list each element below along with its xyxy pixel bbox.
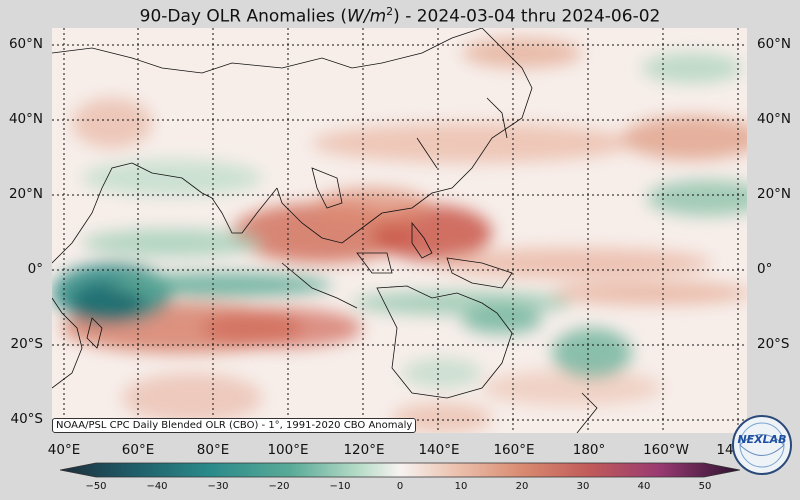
lat-label-right: 0°	[757, 261, 773, 277]
source-note: NOAA/PSL CPC Daily Blended OLR (CBO) - 1…	[52, 418, 417, 433]
anomaly-map	[52, 28, 747, 433]
lat-label-left: 20°S	[10, 336, 44, 352]
lon-label: 40°E	[47, 442, 81, 458]
lon-label: 100°E	[267, 442, 309, 458]
colorbar-tick: 20	[515, 481, 529, 492]
lat-label-left: 0°	[27, 261, 43, 277]
map-title: 90-Day OLR Anomalies (W/m2) - 2024-03-04…	[0, 0, 800, 29]
anomaly-field	[52, 38, 747, 433]
lat-label-right: 20°S	[757, 336, 790, 352]
colorbar-tick: 50	[698, 481, 712, 492]
lat-label-left: 20°N	[8, 186, 43, 202]
nexlab-logo: NEXLAB	[732, 415, 792, 475]
lat-label-left: 40°S	[10, 411, 44, 427]
lat-label-left: 60°N	[8, 36, 43, 52]
lon-label: 80°E	[196, 442, 230, 458]
colorbar-tick: −20	[268, 481, 290, 492]
title-prefix: 90-Day OLR Anomalies (	[139, 6, 348, 27]
colorbar-scale	[60, 462, 740, 478]
title-unit-exponent: 2	[386, 5, 394, 18]
lon-label: 140°E	[418, 442, 460, 458]
lon-label: 14	[716, 442, 734, 458]
colorbar-tick: −50	[85, 481, 107, 492]
colorbar-tick: −40	[146, 481, 168, 492]
lat-label-left: 40°N	[8, 111, 43, 127]
colorbar-tick: 30	[576, 481, 590, 492]
lon-label: 60°E	[121, 442, 155, 458]
lon-label: 120°E	[343, 442, 385, 458]
colorbar-tick: −10	[329, 481, 351, 492]
lon-label: 160°W	[643, 442, 689, 458]
lon-label: 180°	[572, 442, 606, 458]
title-suffix: ) - 2024-03-04 thru 2024-06-02	[393, 6, 661, 27]
colorbar-tick: 10	[454, 481, 468, 492]
colorbar-tick: 40	[637, 481, 651, 492]
colorbar-tick: −30	[207, 481, 229, 492]
lat-label-right: 20°N	[757, 186, 792, 202]
lat-label-right: 40°N	[757, 111, 792, 127]
coastlines	[52, 28, 598, 433]
title-unit: W/m	[347, 6, 387, 27]
svg-text:NEXLAB: NEXLAB	[737, 433, 786, 446]
lon-label: 160°E	[493, 442, 535, 458]
colorbar	[60, 462, 740, 478]
lat-label-right: 60°N	[757, 36, 792, 52]
colorbar-tick: 0	[396, 481, 404, 492]
